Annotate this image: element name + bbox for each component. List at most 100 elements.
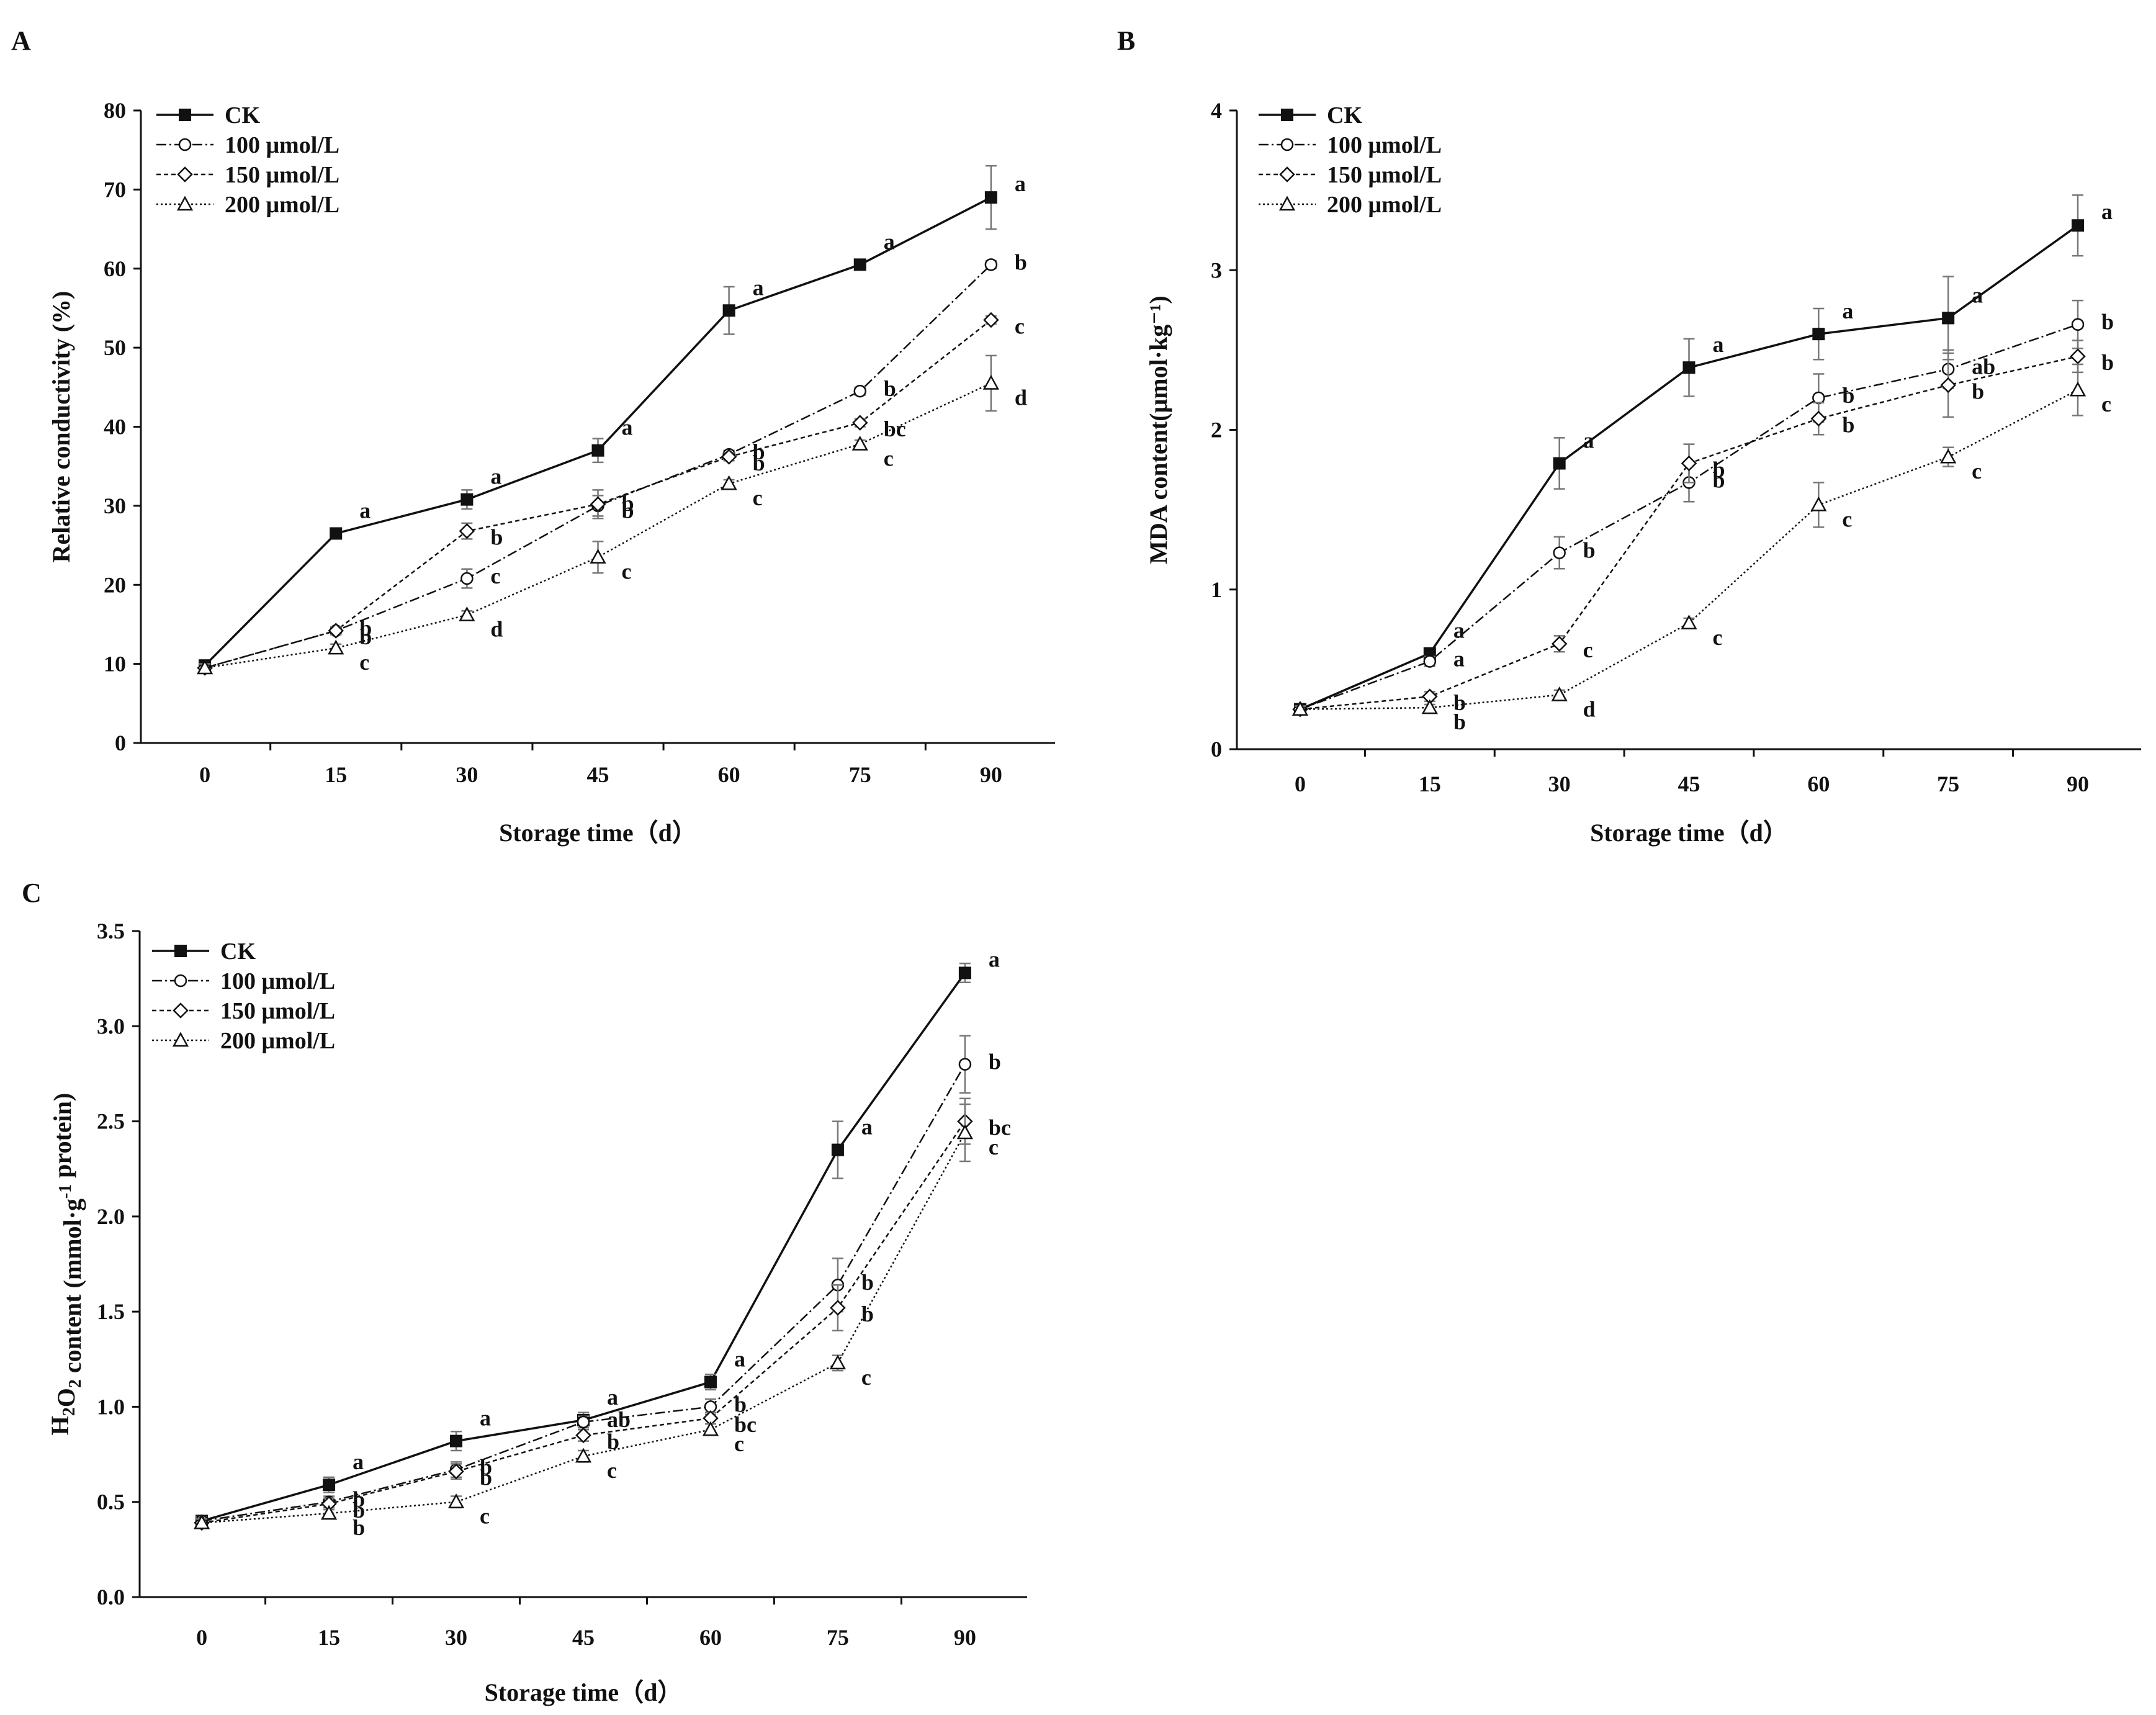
legend-marker-150: [1279, 166, 1295, 182]
data-point-ck: [704, 1375, 717, 1389]
significance-label: b: [753, 451, 765, 475]
legend-c: CK 100 μmol/L 150 μmol/L 200 μmol/L: [152, 939, 335, 1054]
x-tick-label-a: 15: [325, 762, 347, 787]
data-point-100: [853, 384, 867, 398]
significance-label: a: [753, 275, 764, 300]
x-tick-label-c: 60: [699, 1625, 722, 1650]
significance-label: a: [989, 947, 1000, 971]
y-tick-label-b: 1: [1211, 577, 1222, 602]
significance-label: a: [734, 1347, 745, 1372]
legend-label-200: 200 μmol/L: [225, 192, 339, 218]
significance-label: b: [359, 616, 372, 641]
data-point-200: [590, 549, 606, 564]
y-tick-label-c: 2.0: [97, 1204, 125, 1229]
legend-label-150: 150 μmol/L: [220, 998, 335, 1024]
legend-label-ck: CK: [220, 939, 256, 965]
significance-label: bc: [884, 416, 906, 441]
significance-label: a: [607, 1385, 618, 1410]
data-point-100: [958, 1058, 972, 1071]
y-tick-label-c: 2.5: [97, 1109, 125, 1134]
significance-label: b: [622, 491, 634, 516]
data-point-200: [956, 1124, 974, 1140]
data-point-200: [2069, 381, 2086, 397]
data-point-200: [447, 1493, 465, 1508]
significance-label: c: [480, 1504, 490, 1529]
y-tick-label-a: 20: [104, 572, 126, 597]
data-point-200: [328, 639, 344, 655]
data-point-100: [2071, 318, 2085, 331]
significance-label: b: [884, 376, 896, 401]
significance-label: b: [734, 1392, 747, 1416]
x-tick-label-a: 90: [980, 762, 1002, 787]
significance-label: b: [1453, 709, 1466, 734]
x-tick-label-a: 60: [718, 762, 740, 787]
significance-label: a: [1972, 282, 1983, 307]
significance-label: a: [884, 229, 895, 254]
significance-label: b: [353, 1487, 365, 1512]
significance-label: b: [1972, 379, 1984, 403]
data-point-150: [721, 449, 737, 465]
significance-label: c: [490, 564, 500, 588]
significance-label: c: [1583, 637, 1593, 662]
significance-label: b: [989, 1050, 1001, 1074]
significance-label: b: [2101, 350, 2114, 375]
y-tick-label-a: 10: [104, 652, 126, 677]
legend-a: CK 100 μmol/L 150 μmol/L 200 μmol/L: [156, 102, 339, 218]
significance-label: d: [490, 617, 503, 642]
y-tick-label-c: 0.5: [97, 1490, 125, 1515]
x-tick-label-b: 45: [1678, 772, 1700, 796]
significance-label: c: [1842, 506, 1852, 531]
legend-label-100: 100 μmol/L: [1327, 132, 1442, 158]
significance-label: c: [884, 446, 894, 471]
legend-label-150: 150 μmol/L: [225, 162, 339, 188]
data-point-150: [1940, 377, 1956, 394]
data-point-150: [459, 523, 475, 539]
data-point-ck: [853, 258, 866, 271]
legend-marker-150: [173, 1002, 189, 1019]
x-tick-label-b: 75: [1937, 772, 1959, 796]
legend-marker-100: [178, 138, 192, 151]
significance-label: b: [1453, 690, 1466, 715]
y-tick-label-b: 2: [1211, 418, 1222, 443]
significance-label: a: [1713, 332, 1724, 357]
data-point-ck: [1942, 312, 1955, 325]
data-point-ck: [984, 191, 997, 204]
y-tick-label-a: 30: [104, 493, 126, 518]
data-point-150: [830, 1300, 846, 1316]
y-tick-label-a: 80: [104, 98, 126, 123]
significance-label: a: [480, 1406, 491, 1431]
legend-label-ck: CK: [225, 102, 260, 128]
y-tick-label-a: 40: [104, 415, 126, 439]
significance-label: b: [861, 1302, 874, 1326]
legend-marker-ck: [179, 109, 191, 121]
significance-label: a: [1015, 171, 1026, 196]
data-point-ck: [831, 1143, 844, 1156]
x-axis-title-a: Storage time（d）: [499, 819, 697, 847]
y-tick-label-c: 0.0: [97, 1585, 125, 1609]
data-point-200: [193, 1514, 210, 1529]
panel-label-b: B: [1117, 25, 1135, 56]
legend-label-ck: CK: [1327, 102, 1362, 128]
data-point-150: [851, 415, 868, 431]
data-point-200: [982, 374, 1000, 390]
significance-label: b: [622, 498, 634, 523]
significance-label: b: [1015, 250, 1027, 274]
data-point-100: [984, 258, 998, 271]
significance-label: c: [607, 1458, 617, 1483]
legend-marker-200: [1278, 196, 1296, 211]
x-tick-label-a: 75: [849, 762, 871, 787]
y-axis-title-c: H2O2 content (mmol·g-1 protein): [46, 1093, 86, 1436]
x-tick-label-b: 0: [1295, 772, 1306, 796]
significance-label: b: [490, 525, 503, 550]
significance-label: c: [1972, 459, 1982, 484]
legend-label-100: 100 μmol/L: [220, 968, 335, 994]
legend-marker-150: [177, 166, 193, 182]
significance-label: b: [1842, 383, 1854, 408]
significance-label: b: [480, 1455, 492, 1480]
chart-panel-c: C 0.0 0.5 1.0 1.5 2.0 2.5 3.0 3.5 0 15 30 45 60 75 90 St…: [22, 878, 1027, 1706]
legend-marker-200: [172, 1032, 189, 1047]
significance-label: a: [1453, 647, 1465, 672]
data-point-200: [320, 1505, 338, 1520]
